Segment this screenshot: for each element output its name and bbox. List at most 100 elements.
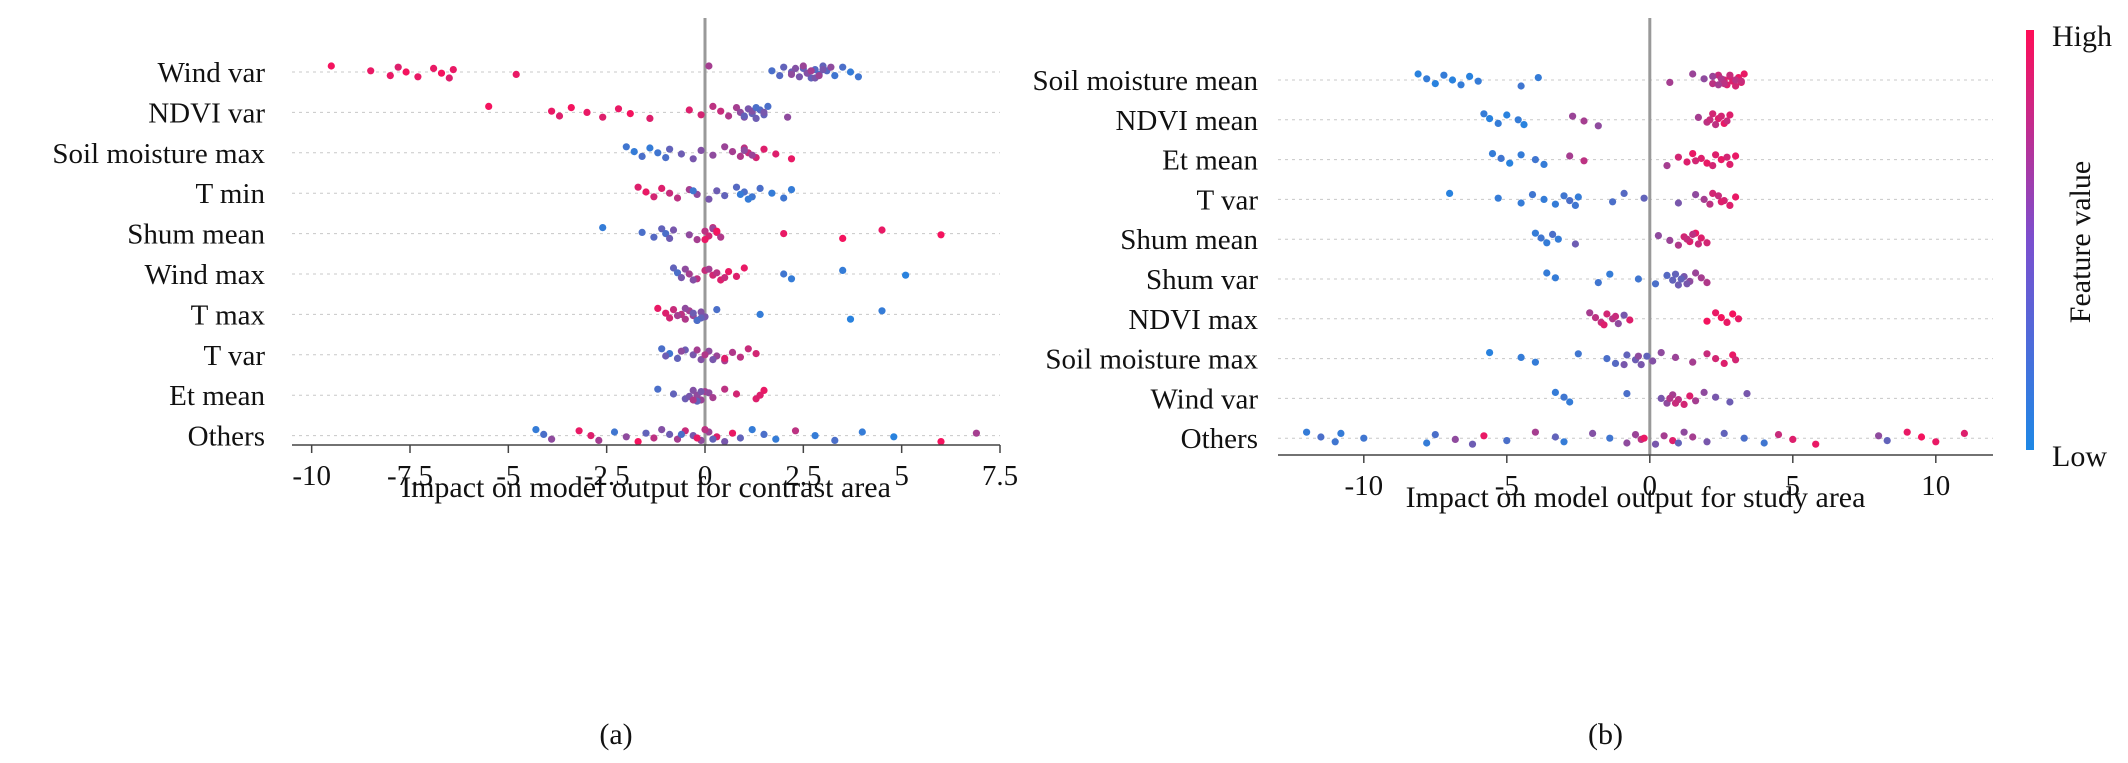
shap-point [1669, 276, 1677, 284]
shap-point [1703, 279, 1711, 287]
shap-point [642, 429, 650, 437]
shap-point [1494, 194, 1502, 202]
shap-point [1789, 435, 1797, 443]
shap-point [1623, 351, 1631, 359]
shap-point [697, 146, 705, 154]
shap-point [1671, 270, 1680, 278]
shap-point [689, 309, 697, 317]
shap-point [1571, 201, 1579, 209]
shap-point [732, 390, 741, 398]
shap-point [760, 386, 768, 394]
shap-point [827, 63, 835, 71]
shap-point [654, 304, 662, 312]
shap-point [449, 66, 457, 74]
shap-point [791, 64, 800, 72]
shap-point [548, 107, 556, 115]
shap-point [1549, 230, 1557, 238]
shap-point [795, 73, 804, 81]
shap-point [1717, 156, 1725, 164]
shap-point [1620, 361, 1628, 369]
shap-point [1712, 355, 1720, 363]
shap-point [1694, 240, 1702, 248]
shap-point [1517, 353, 1525, 361]
shap-point [658, 225, 666, 233]
shap-point [1414, 70, 1422, 78]
shap-point [1480, 110, 1488, 118]
shap-point [638, 228, 646, 236]
shap-point [728, 429, 737, 437]
shap-point [713, 227, 721, 235]
shap-point [1569, 112, 1577, 120]
shap-point [1466, 72, 1474, 80]
shap-point [673, 354, 682, 362]
shap-point [878, 226, 886, 234]
shap-point [1600, 321, 1608, 329]
shap-point [937, 231, 945, 239]
shap-point [1606, 434, 1614, 442]
shap-point [839, 266, 847, 274]
shap-point [1626, 316, 1634, 324]
shap-point [1566, 197, 1574, 205]
shap-point [1623, 439, 1631, 447]
shap-point [548, 435, 556, 443]
shap-point [740, 112, 748, 120]
shap-point [1714, 81, 1722, 89]
shap-point [1623, 390, 1631, 398]
shap-point [634, 438, 642, 446]
shap-point [1683, 158, 1691, 166]
shap-point [839, 63, 847, 71]
shap-point [1674, 199, 1682, 207]
shap-point [1686, 392, 1694, 400]
shap-point [721, 143, 729, 151]
shap-point [1540, 195, 1548, 203]
shap-point [744, 195, 752, 203]
shap-point [1723, 318, 1731, 326]
shap-point [1700, 75, 1708, 83]
shap-point [1551, 274, 1559, 282]
shap-point [512, 70, 520, 78]
feature-label: Wind max [145, 259, 266, 291]
shap-point [654, 385, 662, 393]
shap-point [1700, 388, 1708, 396]
shap-point [713, 269, 721, 277]
shap-point [677, 347, 686, 355]
shap-point [787, 155, 796, 163]
shap-point [1446, 189, 1454, 197]
shap-point [1543, 269, 1551, 277]
shap-point [646, 114, 654, 122]
shap-point [709, 151, 717, 159]
shap-point [1486, 349, 1494, 357]
x-tick-label: -10 [292, 460, 331, 492]
shap-point [697, 388, 705, 396]
shap-point [677, 150, 686, 158]
shap-point [1734, 315, 1743, 323]
shap-point [717, 107, 725, 115]
shap-point [367, 67, 375, 75]
shap-point [744, 345, 752, 353]
shap-point [1666, 78, 1674, 86]
shap-point [540, 430, 548, 438]
shap-point [1451, 435, 1459, 443]
shap-point [669, 264, 678, 272]
shap-point [1669, 437, 1677, 445]
shap-point [756, 391, 764, 399]
shap-point [1666, 394, 1674, 402]
shap-point [1574, 350, 1582, 358]
shap-point [1697, 234, 1705, 242]
shap-point [1663, 271, 1671, 279]
shap-point [1740, 434, 1748, 442]
shap-point [1726, 398, 1734, 406]
shap-point [721, 385, 729, 393]
colorbar-high-label: High [2052, 20, 2112, 53]
shap-point [1606, 270, 1614, 278]
shap-point [819, 66, 827, 74]
shap-point [1640, 434, 1648, 442]
shap-point [1571, 240, 1579, 248]
shap-point [1640, 194, 1648, 202]
shap-point [725, 112, 733, 120]
panel-b-xlabel: Impact on model output for study area [1406, 481, 1866, 514]
shap-point [937, 438, 945, 446]
shap-point [693, 316, 701, 324]
shap-point [1611, 359, 1620, 367]
shap-point [1812, 440, 1820, 448]
